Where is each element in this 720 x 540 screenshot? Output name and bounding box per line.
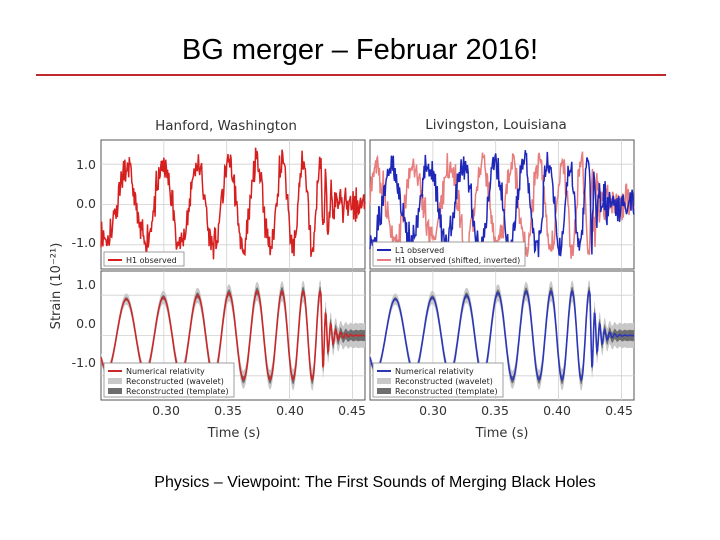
legend-swatch — [108, 378, 122, 384]
legend-label: Reconstructed (template) — [395, 387, 498, 396]
y-tick-label: 0.0 — [76, 196, 96, 211]
y-tick-label: 1.0 — [76, 277, 96, 292]
legend-swatch — [377, 378, 391, 384]
x-tick-label: 0.45 — [605, 403, 633, 418]
legend-label: Numerical relativity — [126, 367, 205, 376]
legend-label: Reconstructed (wavelet) — [126, 377, 224, 386]
legend-label: Reconstructed (template) — [126, 387, 229, 396]
y-tick-label: -1.0 — [72, 235, 96, 250]
x-axis-label-right: Time (s) — [475, 426, 529, 441]
legend-box — [103, 251, 185, 267]
legend-label: Numerical relativity — [395, 367, 474, 376]
y-tick-label: 0.0 — [76, 316, 96, 331]
y-tick-label: 1.0 — [76, 157, 96, 172]
x-tick-label: 0.35 — [214, 403, 242, 418]
legend-box — [103, 362, 235, 398]
x-tick-label: 0.40 — [543, 403, 571, 418]
hanford-title: Hanford, Washington — [155, 118, 297, 134]
legend-swatch — [377, 388, 391, 394]
series-line-h1-observed-shifted-inverted- — [369, 151, 635, 259]
panel-1: H1 observed — [100, 139, 366, 270]
legend-box — [372, 362, 504, 398]
x-tick-label: 0.40 — [276, 403, 304, 418]
x-tick-label: 0.30 — [152, 403, 180, 418]
legend-swatch — [108, 388, 122, 394]
x-tick-label: 0.35 — [481, 403, 509, 418]
series-line-l1-observed — [369, 150, 635, 258]
y-tick-label: -1.0 — [72, 355, 96, 370]
y-axis-label: Strain (10⁻²¹) — [49, 243, 64, 330]
legend-label: L1 observed — [395, 246, 444, 255]
legend-box — [372, 241, 526, 267]
figure-caption: Physics – Viewpoint: The First Sounds of… — [154, 474, 596, 491]
title-divider — [36, 74, 666, 76]
livingston-title: Livingston, Louisiana — [425, 117, 567, 133]
x-tick-label: 0.30 — [419, 403, 447, 418]
legend-label: H1 observed (shifted, inverted) — [395, 256, 520, 265]
slide-title: BG merger – Februar 2016! — [181, 34, 539, 66]
gravitational-wave-figure: Hanford, Washington Livingston, Louisian… — [49, 117, 635, 441]
legend-label: H1 observed — [126, 256, 177, 265]
legend-label: Reconstructed (wavelet) — [395, 377, 493, 386]
x-tick-label: 0.45 — [338, 403, 366, 418]
series-line-h1-observed — [100, 147, 366, 260]
x-axis-label-left: Time (s) — [207, 426, 261, 441]
legend: H1 observed — [103, 251, 185, 267]
